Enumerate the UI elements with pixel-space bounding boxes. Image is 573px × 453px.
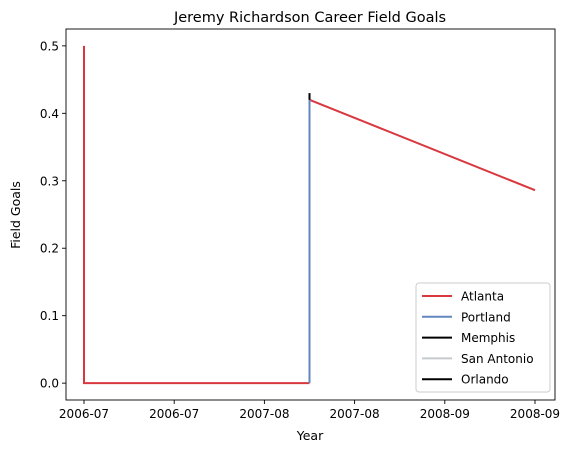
y-tick-label: 0.1 — [40, 309, 59, 323]
x-axis-label: Year — [296, 428, 324, 443]
legend-label: Orlando — [461, 373, 509, 387]
y-tick-label: 0.2 — [40, 242, 59, 256]
x-tick-label: 2007-08 — [330, 407, 380, 421]
legend-label: Memphis — [461, 331, 515, 345]
legend-label: San Antonio — [461, 352, 534, 366]
x-tick-label: 2007-08 — [239, 407, 289, 421]
x-tick-label: 2008-09 — [510, 407, 560, 421]
x-tick-label: 2008-09 — [420, 407, 470, 421]
x-tick-label: 2006-07 — [59, 407, 109, 421]
legend-label: Portland — [461, 310, 511, 324]
y-tick-label: 0.0 — [40, 377, 59, 391]
y-axis-label: Field Goals — [8, 181, 23, 249]
plot-area — [83, 45, 536, 385]
legend-box — [415, 282, 551, 393]
legend: Atlanta Portland Memphis San Antonio Orlando — [415, 282, 551, 393]
y-tick-label: 0.3 — [40, 174, 59, 188]
x-tick-label: 2006-07 — [149, 407, 199, 421]
series-line-atlanta-0 — [83, 45, 310, 385]
chart-title: Jeremy Richardson Career Field Goals — [173, 10, 446, 26]
y-tick-label: 0.5 — [40, 39, 59, 53]
y-tick-label: 0.4 — [40, 107, 59, 121]
axes: 0.0 0.1 0.2 0.3 0.4 0.5 2006-07 2006-07 2007-08 2… — [40, 28, 560, 421]
series-line-atlanta-1 — [309, 98, 536, 192]
legend-label: Atlanta — [461, 290, 504, 304]
axes-frame — [65, 28, 556, 401]
